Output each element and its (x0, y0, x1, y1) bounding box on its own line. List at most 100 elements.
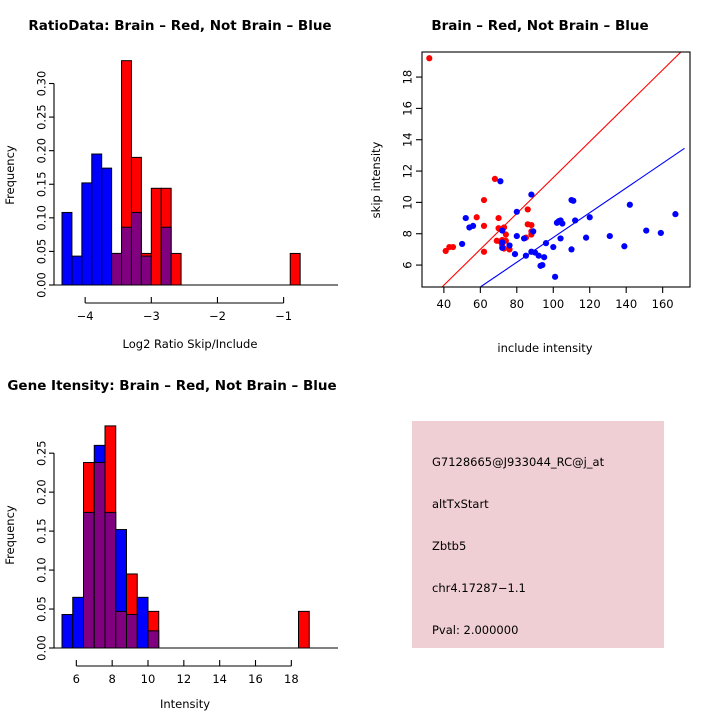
scatter-point (520, 235, 528, 242)
scatter-point (480, 196, 488, 204)
histogram-bar (289, 252, 301, 286)
y-axis-tick-label: 0.00 (35, 635, 49, 661)
y-axis-tick-label: 0.15 (35, 518, 49, 544)
y-axis-tick-label: 0.25 (35, 440, 49, 466)
gene-histogram-svg: Gene Itensity: Brain – Red, Not Brain – … (3, 378, 338, 711)
scatter-point (537, 262, 544, 269)
histogram-bar (101, 167, 113, 286)
histogram-bar-overlap (121, 226, 132, 286)
histogram-bar-overlap (104, 511, 117, 649)
scatter-ylabel: skip intensity (369, 141, 383, 218)
info-line-gene-symbol: Zbtb5 (432, 539, 466, 553)
gene-intensity-panel: Gene Itensity: Brain – Red, Not Brain – … (0, 360, 360, 720)
scatter-point (530, 228, 537, 235)
scatter-point (499, 239, 506, 246)
plot-frame (421, 51, 691, 288)
x-axis-tick-label: 8 (109, 672, 116, 686)
y-axis-tick-label: 18 (401, 70, 415, 85)
x-axis-tick-label: 100 (542, 297, 564, 311)
scatter-point (462, 214, 469, 222)
scatter-point (442, 247, 449, 255)
x-axis-tick-label: −1 (275, 309, 292, 323)
y-axis-tick-label: 0.05 (35, 239, 49, 265)
histogram-bar (81, 182, 93, 286)
scatter-point (531, 249, 539, 256)
x-axis-tick-label: 16 (248, 672, 263, 686)
scatter-point (672, 211, 679, 218)
y-axis-tick-label: 6 (401, 261, 415, 268)
histogram-bar-overlap (130, 211, 142, 286)
regression-line (480, 147, 685, 287)
scatter-point (502, 231, 509, 238)
scatter-point (570, 197, 577, 204)
scatter-point (621, 243, 628, 250)
scatter-point (506, 242, 513, 249)
scatter-point (513, 208, 520, 215)
x-axis-tick-label: 80 (509, 297, 524, 311)
histogram-bar (136, 596, 149, 649)
gene-histogram-xlabel: Intensity (160, 697, 210, 711)
x-axis-tick-label: −2 (209, 309, 226, 323)
histogram-bar (150, 187, 162, 286)
scatter-point (542, 240, 550, 247)
ratio-histogram-panel: RatioData: Brain – Red, Not Brain – Blue… (0, 0, 360, 360)
histogram-bar-overlap (147, 630, 160, 649)
x-axis-tick-label: −3 (143, 309, 160, 323)
scatter-point (586, 214, 593, 221)
scatter-point (643, 227, 650, 234)
scatter-point (493, 237, 500, 244)
scatter-point (557, 235, 564, 242)
ratio-histogram-svg: RatioData: Brain – Red, Not Brain – Blue… (3, 18, 338, 351)
gene-histogram-ylabel: Frequency (3, 505, 17, 565)
y-axis-tick-label: 0.30 (35, 71, 49, 97)
scatter-title: Brain – Red, Not Brain – Blue (431, 18, 648, 34)
ratio-histogram-title: RatioData: Brain – Red, Not Brain – Blue (28, 18, 331, 34)
x-axis-tick-label: 14 (212, 672, 227, 686)
info-line-event-type: altTxStart (432, 497, 489, 511)
histogram-bar (298, 610, 310, 649)
y-axis-tick-label: 0.20 (35, 138, 49, 164)
x-axis-tick-label: 18 (284, 672, 299, 686)
scatter-point (495, 214, 502, 222)
scatter-point (582, 234, 590, 241)
scatter-point (541, 254, 548, 261)
scatter-point (528, 191, 535, 198)
scatter-point (497, 178, 504, 185)
histogram-bar (170, 252, 182, 286)
scatter-xlabel: include intensity (497, 341, 592, 355)
histogram-bar-overlap (83, 511, 95, 649)
scatter-points (426, 55, 679, 280)
histogram-bar-overlap (111, 252, 123, 286)
x-axis-tick-label: 120 (579, 297, 601, 311)
info-panel-text-lines: G7128665@J933044_RC@j_at altTxStart Zbtb5 c… (432, 455, 605, 637)
info-panel-background (412, 421, 664, 648)
scatter-point (555, 218, 562, 225)
regression-line (441, 52, 682, 287)
scatter-fit-lines (441, 52, 685, 287)
y-axis-tick-label: 0.00 (35, 272, 49, 298)
y-axis-tick-label: 14 (401, 132, 415, 147)
histogram-bar-overlap (93, 462, 106, 649)
x-axis-tick-label: 160 (652, 297, 674, 311)
intensity-scatter-svg: Brain – Red, Not Brain – Blue 40 60 80 100 1… (369, 18, 691, 355)
y-axis-tick-label: 10 (401, 195, 415, 210)
histogram-bar-overlap (126, 613, 138, 649)
y-axis-tick-label: 0.05 (35, 596, 49, 622)
x-axis-tick-label: 10 (141, 672, 156, 686)
y-axis-tick-label: 8 (401, 230, 415, 237)
x-axis-tick-label: 40 (437, 297, 452, 311)
scatter-point (499, 244, 506, 251)
scatter-point (626, 201, 633, 208)
scatter-point (491, 175, 499, 182)
x-axis-tick-label: 60 (473, 297, 488, 311)
ratio-histogram-xlabel: Log2 Ratio Skip/Include (123, 337, 258, 351)
y-axis-tick-label: 0.10 (35, 205, 49, 231)
scatter-point (657, 229, 664, 237)
scatter-point (513, 232, 520, 240)
scatter-point (568, 246, 575, 253)
ratio-histogram-bars (61, 60, 301, 286)
scatter-point (446, 243, 453, 251)
histogram-bar-overlap (160, 226, 172, 286)
x-axis-tick-label: 6 (73, 672, 80, 686)
info-panel-svg: G7128665@J933044_RC@j_at altTxStart Zbtb5 c… (412, 421, 664, 648)
